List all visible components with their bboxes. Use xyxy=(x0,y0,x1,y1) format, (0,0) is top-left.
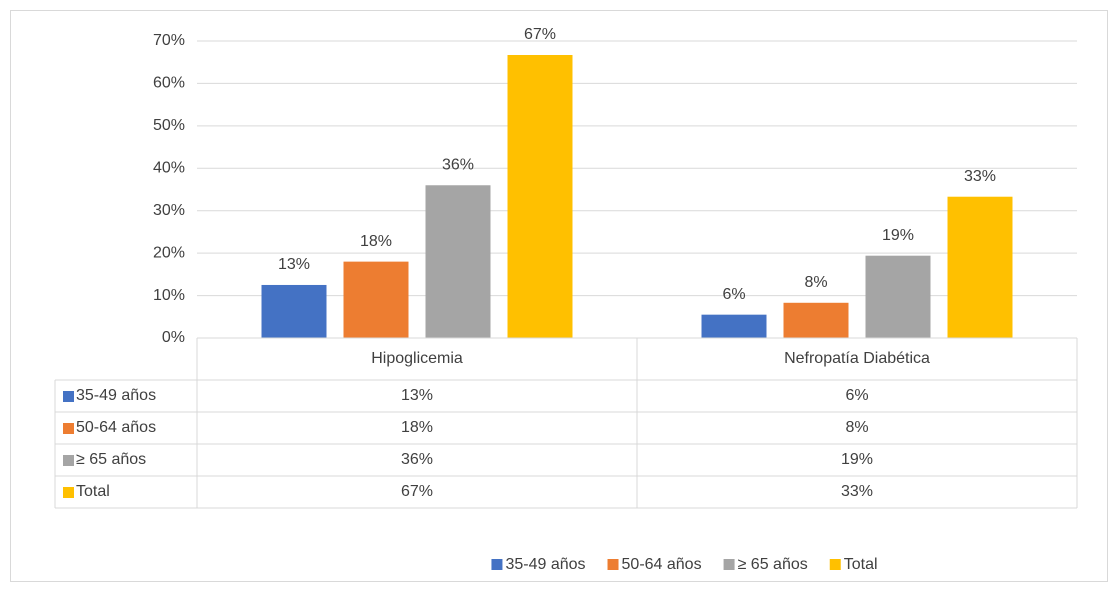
table-row-label: 50-64 años xyxy=(76,419,156,436)
table-cell: 6% xyxy=(845,387,868,404)
legend-label: 50-64 años xyxy=(622,556,702,573)
y-tick-label: 60% xyxy=(153,75,185,92)
table-row-label: Total xyxy=(76,483,110,500)
bar xyxy=(507,55,573,338)
legend-key xyxy=(829,559,841,570)
table-header: Hipoglicemia xyxy=(371,350,463,367)
data-label: 36% xyxy=(442,156,474,173)
bar xyxy=(947,196,1013,338)
bar xyxy=(425,185,491,338)
data-label: 13% xyxy=(278,256,310,273)
y-tick-label: 40% xyxy=(153,160,185,177)
y-tick-label: 20% xyxy=(153,244,185,261)
y-tick-label: 70% xyxy=(153,32,185,49)
table-header: Nefropatía Diabética xyxy=(784,350,930,367)
legend-label: Total xyxy=(844,556,878,573)
bar xyxy=(343,261,409,338)
legend-label: ≥ 65 años xyxy=(738,556,808,573)
bar xyxy=(865,255,931,338)
table-cell: 19% xyxy=(841,451,873,468)
table-legend-key xyxy=(63,423,74,434)
data-label: 19% xyxy=(882,227,914,244)
y-tick-label: 50% xyxy=(153,117,185,134)
legend-key xyxy=(723,559,735,570)
table-row-label: ≥ 65 años xyxy=(76,451,146,468)
legend-key xyxy=(491,559,503,570)
table-row-label: 35-49 años xyxy=(76,387,156,404)
data-label: 67% xyxy=(524,26,556,43)
data-label: 8% xyxy=(804,274,827,291)
table-cell: 13% xyxy=(401,387,433,404)
table-cell: 33% xyxy=(841,483,873,500)
y-tick-label: 30% xyxy=(153,202,185,219)
bar xyxy=(261,284,327,338)
table-legend-key xyxy=(63,455,74,466)
table-legend-key xyxy=(63,391,74,402)
table-cell: 36% xyxy=(401,451,433,468)
bar xyxy=(701,314,767,338)
table-legend-key xyxy=(63,487,74,498)
table-cell: 18% xyxy=(401,419,433,436)
legend-key xyxy=(607,559,619,570)
data-label: 6% xyxy=(722,286,745,303)
y-tick-label: 0% xyxy=(162,329,185,346)
data-label: 18% xyxy=(360,233,392,250)
y-tick-label: 10% xyxy=(153,287,185,304)
table-cell: 67% xyxy=(401,483,433,500)
table-cell: 8% xyxy=(845,419,868,436)
legend-label: 35-49 años xyxy=(505,556,585,573)
data-label: 33% xyxy=(964,168,996,185)
bar xyxy=(783,302,849,338)
